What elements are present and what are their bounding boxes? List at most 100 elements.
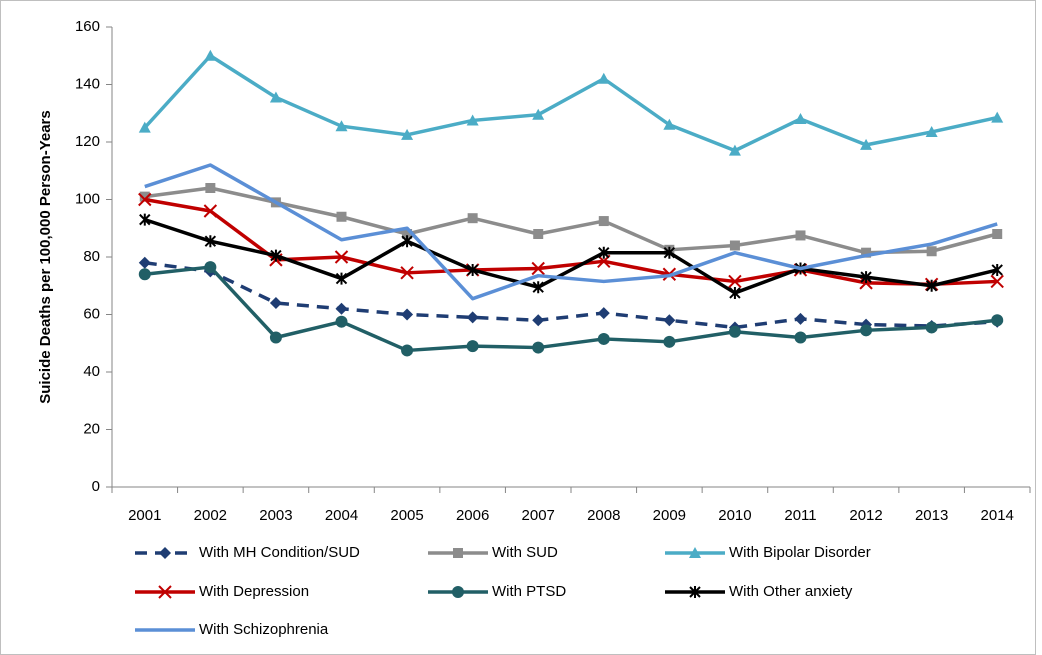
data-point [139, 191, 150, 202]
x-tick-label: 2004 [325, 507, 358, 524]
data-point [531, 261, 545, 276]
data-point [204, 49, 217, 61]
data-point [204, 235, 217, 248]
x-tick-label: 2005 [390, 507, 423, 524]
legend-label: With Other anxiety [729, 583, 853, 600]
x-tick-label: 2006 [456, 507, 489, 524]
legend-label: With MH Condition/SUD [199, 544, 360, 561]
y-tick-label: 100 [75, 190, 100, 207]
data-point [270, 249, 282, 262]
series-line [144, 261, 998, 330]
data-point [401, 235, 413, 248]
data-point [138, 268, 151, 281]
data-point [860, 138, 873, 150]
data-point [598, 216, 609, 227]
data-point [795, 230, 806, 241]
legend-marker [453, 548, 463, 558]
y-tick-label: 120 [75, 133, 100, 150]
y-tick-label: 140 [75, 75, 100, 92]
data-point [926, 246, 937, 257]
x-tick-label: 2013 [915, 507, 948, 524]
data-point [204, 261, 217, 274]
data-point [139, 213, 151, 226]
data-point [402, 229, 413, 239]
series-line [144, 217, 998, 295]
data-point [861, 247, 872, 258]
x-tick-label: 2011 [784, 507, 816, 524]
data-point [532, 314, 545, 327]
data-point [729, 286, 741, 299]
data-point [467, 213, 478, 224]
data-point [401, 128, 414, 140]
series-line [144, 265, 998, 353]
data-point [401, 344, 414, 357]
data-point [991, 111, 1004, 123]
data-point [401, 308, 414, 321]
data-point [138, 192, 152, 207]
legend-marker [158, 585, 172, 599]
legend-label: With Depression [199, 583, 309, 600]
data-point [663, 246, 676, 259]
x-tick-label: 2002 [194, 507, 227, 524]
y-tick-label: 20 [83, 420, 100, 437]
y-tick-label: 80 [83, 248, 100, 265]
data-point [794, 312, 807, 325]
data-point [990, 274, 1004, 289]
y-tick-label: 160 [75, 18, 100, 35]
data-point [466, 263, 479, 276]
data-point [334, 250, 349, 264]
legend-label: With SUD [492, 544, 558, 561]
data-point [729, 240, 740, 251]
series-line [144, 163, 998, 301]
data-point [925, 279, 938, 292]
data-point [925, 125, 938, 137]
data-point [269, 91, 282, 103]
legend-marker [452, 586, 464, 598]
data-point [728, 274, 742, 289]
data-point [532, 281, 544, 294]
data-point [728, 144, 741, 156]
data-point [991, 263, 1003, 276]
y-tick-label: 0 [92, 478, 100, 495]
data-point [794, 113, 807, 124]
data-point [335, 302, 348, 315]
x-tick-label: 2008 [587, 507, 620, 524]
data-point [597, 332, 610, 345]
data-point [860, 271, 872, 284]
legend-marker [159, 547, 171, 559]
data-point [597, 307, 610, 320]
data-point [466, 340, 479, 353]
data-point [860, 324, 873, 337]
data-point [203, 204, 218, 218]
legend-label: With Schizophrenia [199, 621, 329, 638]
data-point [794, 331, 807, 344]
y-axis-label: Suicide Deaths per 100,000 Person-Years [37, 110, 54, 404]
data-point [728, 325, 741, 338]
y-tick-label: 60 [83, 305, 100, 322]
x-tick-label: 2003 [259, 507, 292, 524]
data-point [991, 314, 1004, 327]
x-tick-label: 2014 [981, 507, 1014, 524]
data-point [466, 114, 479, 126]
series-line [143, 54, 998, 153]
data-point [335, 272, 348, 285]
legend-label: With PTSD [492, 583, 566, 600]
data-point [335, 120, 348, 132]
legend-marker [689, 547, 701, 558]
data-point [466, 311, 479, 324]
x-tick-label: 2010 [718, 507, 751, 524]
data-point [533, 229, 544, 239]
data-point [532, 108, 545, 120]
data-point [205, 183, 216, 193]
data-point [598, 246, 610, 259]
data-point [335, 315, 348, 328]
data-point [925, 321, 938, 334]
data-point [400, 266, 414, 280]
data-point [663, 118, 676, 130]
data-point [532, 341, 545, 354]
data-point [597, 72, 610, 84]
data-point [269, 331, 282, 344]
data-point [138, 121, 151, 133]
